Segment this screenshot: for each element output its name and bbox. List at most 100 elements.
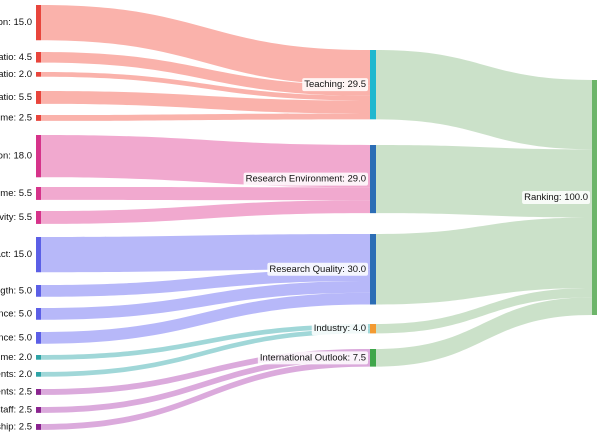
- node: [36, 115, 41, 121]
- link: [376, 297, 592, 367]
- node-label-group: Industry income: 2.0: [0, 352, 32, 363]
- link: [41, 200, 370, 224]
- node-label: Ranking: 100.0: [524, 192, 588, 203]
- node-label-group: Research excellence: 5.0: [0, 308, 32, 319]
- node-label-group: Student staff ratio: 4.5: [0, 52, 32, 63]
- node: [36, 308, 41, 320]
- labels: Teaching reputation: 15.0 Student staff r…: [0, 17, 590, 432]
- link: [41, 187, 370, 201]
- node: [36, 135, 41, 178]
- link: [41, 269, 370, 297]
- node: [36, 355, 41, 360]
- node-label-group: International Outlook: 7.5: [257, 351, 368, 365]
- node-label: International co-authorship: 2.5: [0, 421, 32, 432]
- node-label-group: Ranking: 100.0: [522, 191, 590, 205]
- node-label: Research strength: 5.0: [0, 285, 32, 296]
- node: [36, 285, 41, 297]
- node-label-group: Institutional income: 2.5: [0, 112, 32, 123]
- node-label: International Outlook: 7.5: [260, 352, 366, 363]
- link: [376, 287, 592, 334]
- link: [41, 354, 370, 413]
- node: [36, 187, 41, 200]
- node-label-group: Research reputation: 18.0: [0, 151, 32, 162]
- node-label: Citation impact: 15.0: [0, 249, 32, 260]
- node-label-group: Teaching reputation: 15.0: [0, 17, 32, 28]
- node-label-group: Research income: 5.5: [0, 188, 32, 199]
- node-label-group: Patents: 2.0: [0, 369, 32, 380]
- node: [370, 349, 376, 367]
- node-label: Research excellence: 5.0: [0, 308, 32, 319]
- node-label: Research Quality: 30.0: [269, 264, 366, 275]
- link: [41, 234, 370, 273]
- label-background: [267, 262, 368, 276]
- node: [370, 234, 376, 305]
- node: [592, 80, 597, 315]
- link: [376, 217, 592, 305]
- node-label: Research productivity: 5.5: [0, 212, 32, 223]
- link: [41, 292, 370, 344]
- node: [36, 424, 41, 430]
- node: [36, 52, 41, 63]
- node-label-group: Research Quality: 30.0: [267, 262, 368, 276]
- node-label-group: Industry: 4.0: [311, 322, 368, 336]
- node-label-group: International staff: 2.5: [0, 404, 32, 415]
- node-label: Patents: 2.0: [0, 369, 32, 380]
- node-label: Industry: 4.0: [314, 323, 366, 334]
- node: [370, 324, 376, 334]
- node-label: International students: 2.5: [0, 386, 32, 397]
- label-background: [302, 78, 368, 92]
- node: [370, 50, 376, 120]
- link: [41, 349, 370, 395]
- node-label-group: Research strength: 5.0: [0, 285, 32, 296]
- node-label: Research influence: 5.0: [0, 332, 32, 343]
- link: [376, 50, 592, 150]
- node: [36, 372, 41, 377]
- node-label-group: International co-authorship: 2.5: [0, 421, 32, 432]
- label-background: [257, 351, 368, 365]
- node-label: Teaching: 29.5: [304, 79, 366, 90]
- link: [41, 5, 370, 86]
- label-background: [243, 172, 368, 186]
- node-label: Institutional income: 2.5: [0, 112, 32, 123]
- node-label-group: Research productivity: 5.5: [0, 212, 32, 223]
- node-label: Doctorate staff ratio: 5.5: [0, 92, 32, 103]
- label-background: [311, 322, 368, 336]
- node-label: Research reputation: 18.0: [0, 151, 32, 162]
- link: [41, 360, 370, 430]
- node: [36, 72, 41, 77]
- node-label: International staff: 2.5: [0, 404, 32, 415]
- node-label-group: Doctorate bachelor ratio: 2.0: [0, 69, 32, 80]
- node: [36, 332, 41, 344]
- node: [36, 389, 41, 395]
- label-background: [522, 191, 590, 205]
- link: [41, 72, 370, 101]
- node: [370, 145, 376, 214]
- node-label: Student staff ratio: 4.5: [0, 52, 32, 63]
- node-label-group: Citation impact: 15.0: [0, 249, 32, 260]
- node: [36, 5, 41, 41]
- link: [41, 281, 370, 320]
- node: [36, 407, 41, 413]
- node-label: Industry income: 2.0: [0, 352, 32, 363]
- node: [36, 237, 41, 273]
- link: [41, 113, 370, 121]
- node: [36, 211, 41, 224]
- links: [41, 5, 592, 430]
- node-label-group: Doctorate staff ratio: 5.5: [0, 92, 32, 103]
- link: [376, 145, 592, 218]
- node-label: Doctorate bachelor ratio: 2.0: [0, 69, 32, 80]
- node-label-group: Research Environment: 29.0: [243, 172, 368, 186]
- link: [41, 328, 370, 377]
- link: [41, 91, 370, 114]
- node-label-group: Teaching: 29.5: [302, 78, 368, 92]
- link: [41, 324, 370, 360]
- node-label: Research Environment: 29.0: [246, 174, 366, 185]
- link: [41, 52, 370, 96]
- node-label: Research income: 5.5: [0, 188, 32, 199]
- node-label-group: Research influence: 5.0: [0, 332, 32, 343]
- node-label: Teaching reputation: 15.0: [0, 17, 32, 28]
- node: [36, 91, 41, 104]
- node-label-group: International students: 2.5: [0, 386, 32, 397]
- nodes: [36, 5, 597, 430]
